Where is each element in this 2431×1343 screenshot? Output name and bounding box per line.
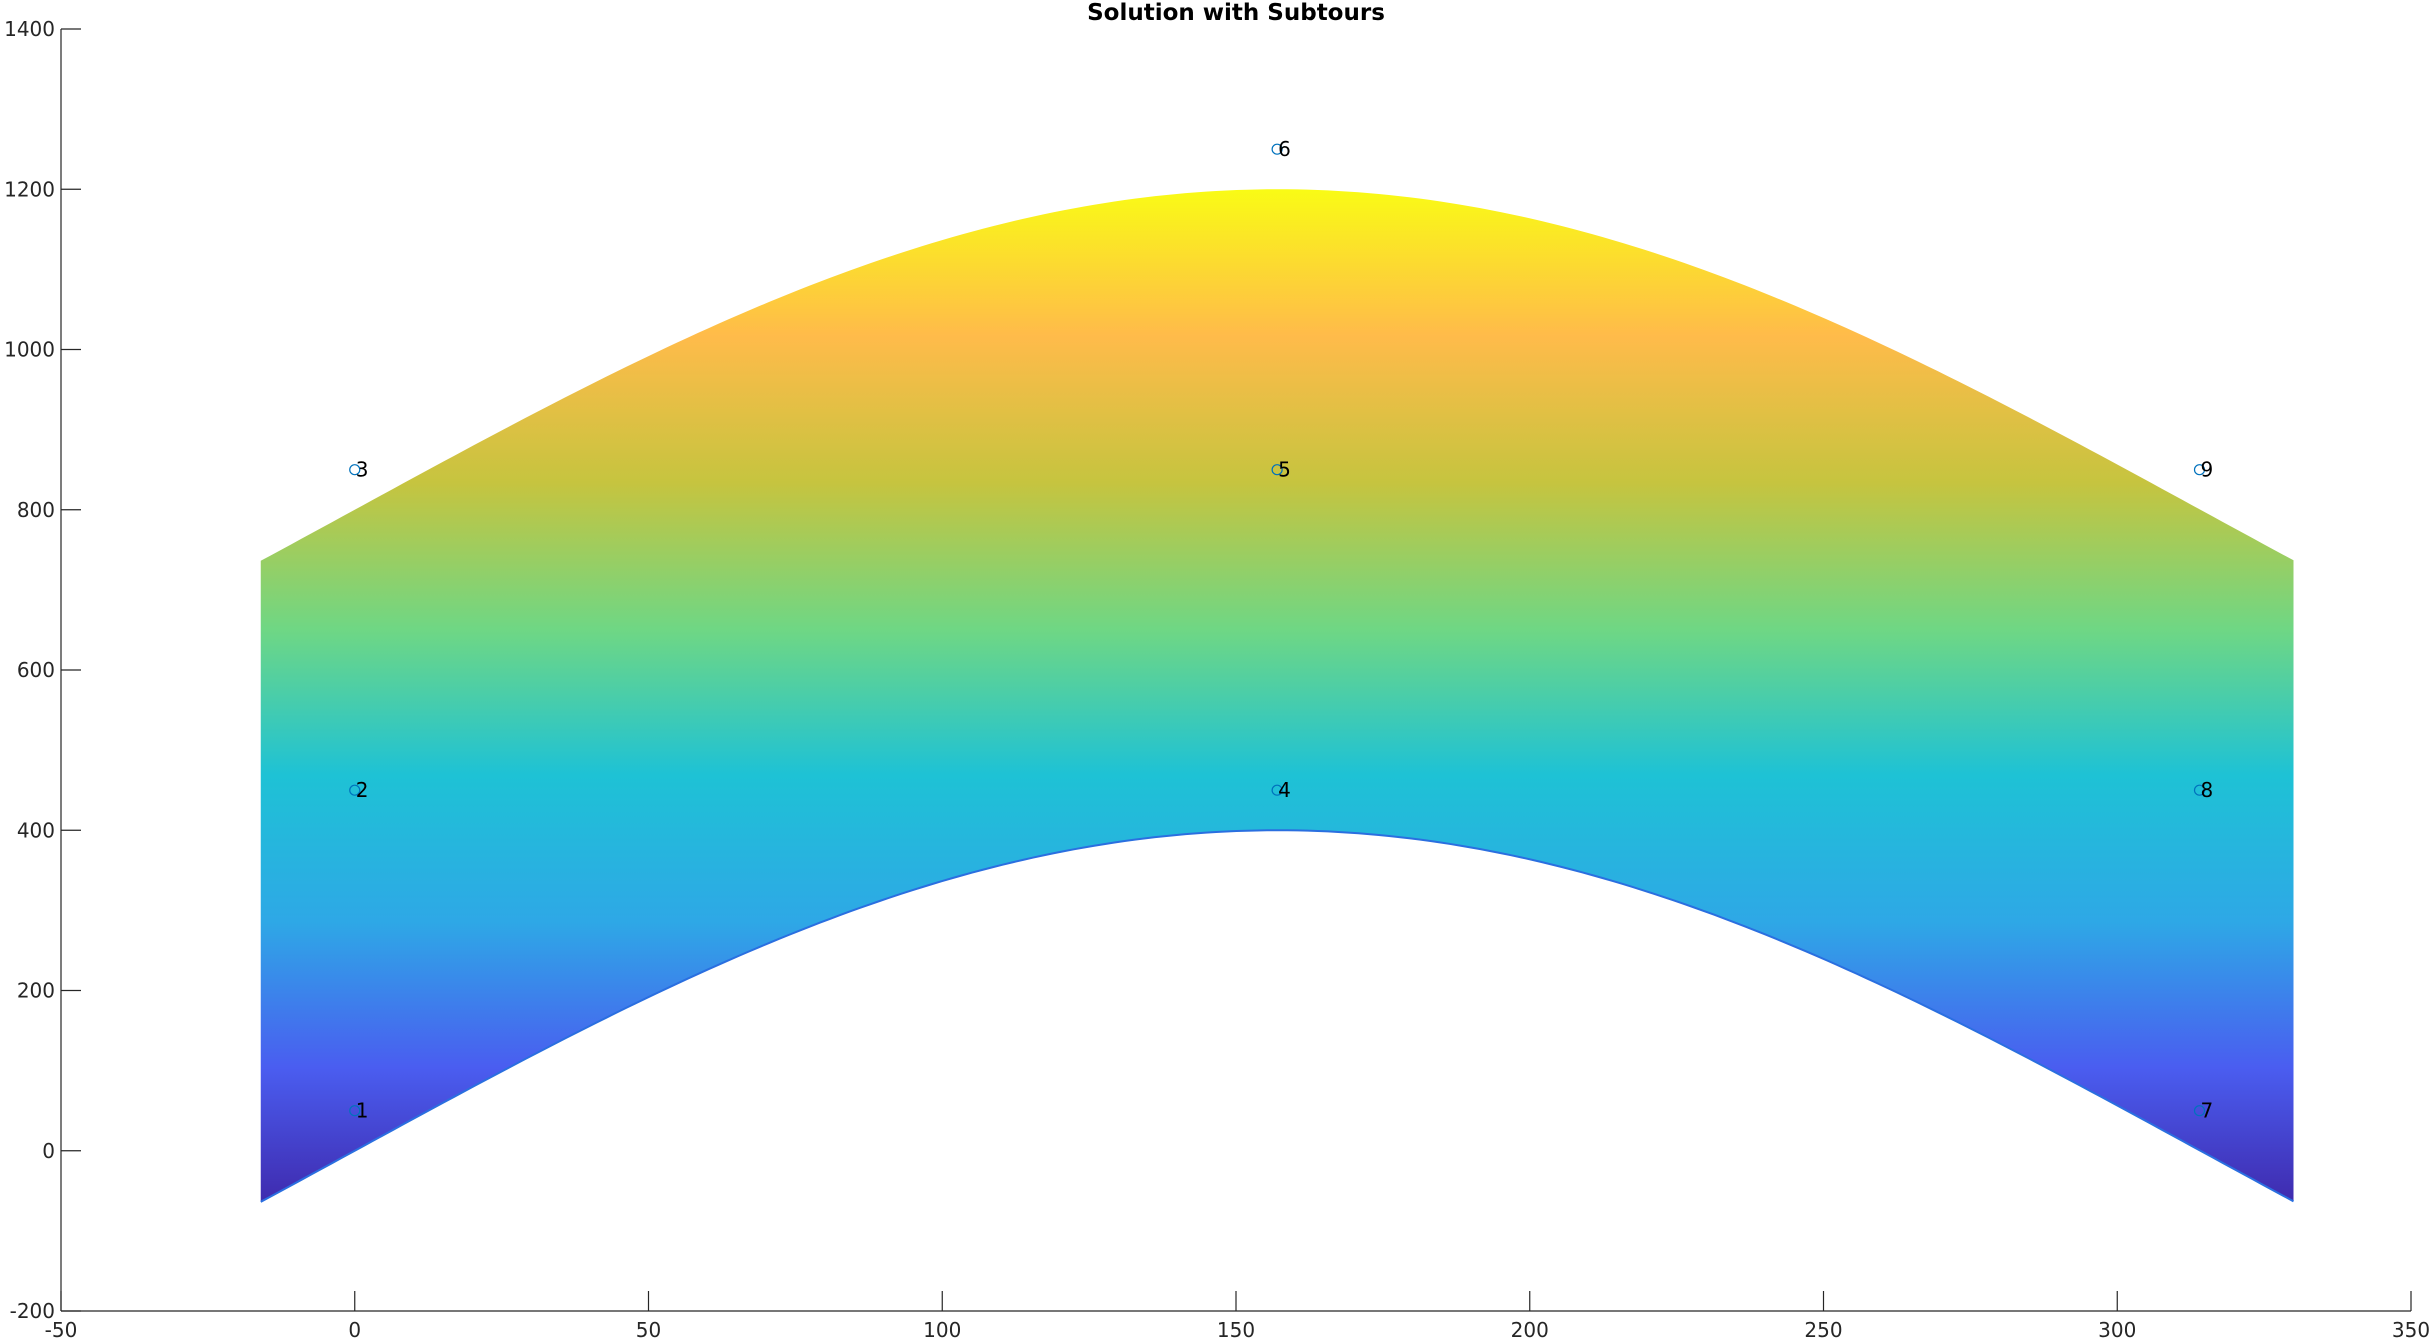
x-tick-label: 0	[348, 1318, 361, 1342]
x-tick-label: -50	[45, 1318, 78, 1342]
x-tick-label: 350	[2392, 1318, 2430, 1342]
point-marker	[1271, 464, 1283, 476]
x-tick-label: 100	[923, 1318, 961, 1342]
x-tick-label: 250	[1804, 1318, 1842, 1342]
sine-band-lower-edge	[260, 829, 2294, 1203]
point-label: 3	[356, 458, 369, 482]
sine-band-region	[260, 189, 2294, 1202]
y-tick-label: 1200	[4, 177, 55, 201]
x-tick-label: 300	[2098, 1318, 2136, 1342]
y-tick-label: 200	[17, 979, 55, 1003]
x-tick-label: 50	[636, 1318, 661, 1342]
y-tick-label: 0	[42, 1139, 55, 1163]
chart-title: Solution with Subtours	[1087, 0, 1385, 26]
point-label: 9	[2201, 458, 2214, 482]
y-tick-label: 400	[17, 818, 55, 842]
point-marker	[2193, 1105, 2206, 1117]
point-marker	[1271, 784, 1283, 796]
x-tick-label: 200	[1511, 1318, 1549, 1342]
point-marker	[1271, 143, 1283, 155]
point-marker	[2193, 784, 2206, 796]
y-tick-label: 1000	[4, 338, 55, 362]
y-ticks: -200 0 200 400 600 800 1000 1200 1400	[4, 17, 81, 1323]
point-label: 2	[356, 778, 369, 802]
point-label: 8	[2201, 778, 2214, 802]
point-label: 4	[1278, 778, 1291, 802]
point-label: 7	[2201, 1099, 2214, 1123]
x-tick-label: 150	[1217, 1318, 1255, 1342]
point-label: 1	[356, 1099, 369, 1123]
y-tick-label: 1400	[4, 17, 55, 41]
y-tick-label: 600	[17, 658, 55, 682]
y-tick-label: 800	[17, 498, 55, 522]
point-label: 6	[1278, 137, 1291, 161]
point-marker	[349, 1105, 361, 1117]
y-tick-label: -200	[10, 1299, 55, 1323]
x-ticks: -50 0 50 100 150 200 250 300 350	[45, 1291, 2430, 1342]
point-marker	[349, 464, 361, 476]
point-label: 5	[1278, 458, 1291, 482]
point-marker	[2193, 464, 2206, 476]
point-marker	[349, 784, 361, 796]
data-points: 1 2 3 4 5 6 7 8 9	[349, 137, 2214, 1123]
